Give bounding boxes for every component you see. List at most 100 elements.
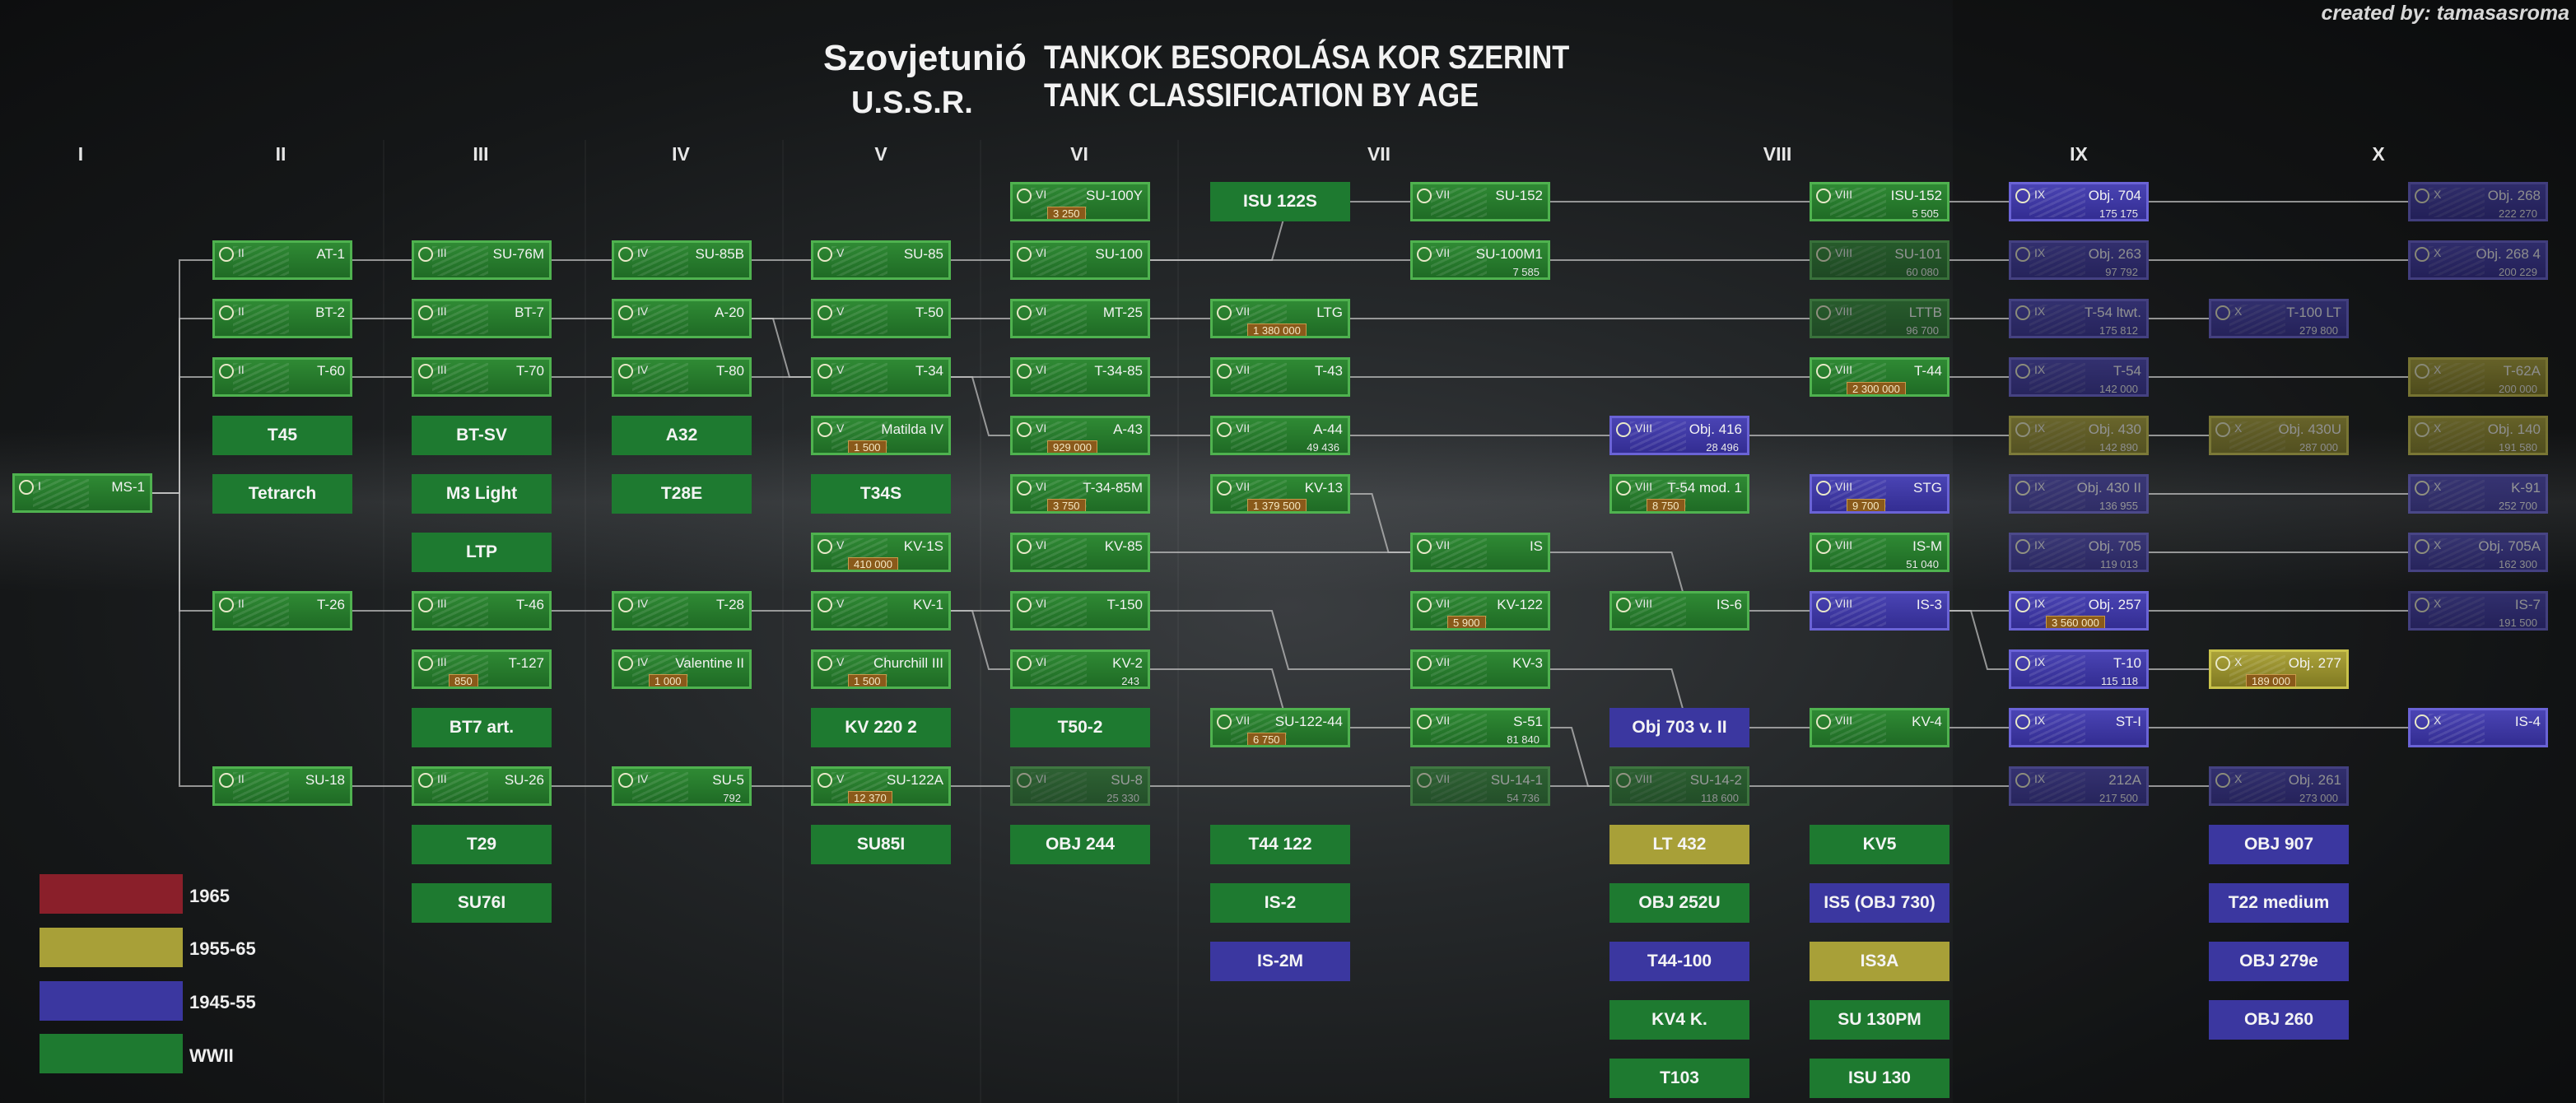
tank-card[interactable]: VIII SU-14-2 118 600 xyxy=(1609,766,1749,806)
tank-card[interactable]: X Obj. 705A 162 300 xyxy=(2408,533,2548,572)
tank-card[interactable]: VI A-43 929 000 xyxy=(1010,416,1150,455)
nation-emblem-icon xyxy=(1816,714,1831,729)
tank-xp: 119 013 xyxy=(2099,558,2138,570)
tank-tier: X xyxy=(2434,597,2442,610)
tank-card[interactable]: II SU-18 xyxy=(212,766,352,806)
tank-card[interactable]: VI T-34-85M 3 750 xyxy=(1010,474,1150,514)
tank-card[interactable]: VI T-150 xyxy=(1010,591,1150,631)
tank-tier: VII xyxy=(1436,246,1451,259)
tank-card[interactable]: III SU-26 xyxy=(412,766,552,806)
tank-card[interactable]: VIII SU-101 60 080 xyxy=(1810,240,1949,280)
tank-card[interactable]: VII SU-122-44 6 750 xyxy=(1210,708,1350,747)
tank-card[interactable]: X Obj. 140 191 580 xyxy=(2408,416,2548,455)
tank-card[interactable]: VI SU-8 25 330 xyxy=(1010,766,1150,806)
tank-card[interactable]: III T-127 850 xyxy=(412,649,552,689)
tank-card[interactable]: II BT-2 xyxy=(212,299,352,338)
tank-card[interactable]: VIII LTTB 96 700 xyxy=(1810,299,1949,338)
tank-card[interactable]: X Obj. 277 189 000 xyxy=(2209,649,2349,689)
tank-card[interactable]: V KV-1S 410 000 xyxy=(811,533,951,572)
tank-card[interactable]: IX Obj. 430 II 136 955 xyxy=(2009,474,2149,514)
tank-card[interactable]: V Churchill III 1 500 xyxy=(811,649,951,689)
tank-card[interactable]: III BT-7 xyxy=(412,299,552,338)
tank-card[interactable]: IV T-80 xyxy=(612,357,752,397)
tank-card[interactable]: III SU-76M xyxy=(412,240,552,280)
tank-tier: VI xyxy=(1036,363,1047,376)
tank-card[interactable]: VII SU-152 xyxy=(1410,182,1550,221)
tank-card[interactable]: IX ST-I xyxy=(2009,708,2149,747)
credit-text: created by: tamasasroma xyxy=(2321,2,2569,25)
tank-card[interactable]: IX T-10 115 118 xyxy=(2009,649,2149,689)
tank-card[interactable]: I MS-1 xyxy=(12,473,152,513)
tank-card[interactable]: X Obj. 268 4 200 229 xyxy=(2408,240,2548,280)
tank-name: Churchill III xyxy=(873,655,943,671)
tank-card[interactable]: II T-60 xyxy=(212,357,352,397)
tank-card[interactable]: VII SU-14-1 54 736 xyxy=(1410,766,1550,806)
tank-card[interactable]: IV A-20 xyxy=(612,299,752,338)
tank-card[interactable]: X T-62A 200 000 xyxy=(2408,357,2548,397)
tank-card[interactable]: V KV-1 xyxy=(811,591,951,631)
tank-card[interactable]: VIII IS-M 51 040 xyxy=(1810,533,1949,572)
tank-card[interactable]: IX Obj. 257 3 560 000 xyxy=(2009,591,2149,631)
tank-card[interactable]: IX T-54 ltwt. 175 812 xyxy=(2009,299,2149,338)
tank-card[interactable]: X T-100 LT 279 800 xyxy=(2209,299,2349,338)
nation-emblem-icon xyxy=(2015,247,2030,262)
tank-card[interactable]: II AT-1 xyxy=(212,240,352,280)
tank-card[interactable]: VII KV-3 xyxy=(1410,649,1550,689)
tank-card[interactable]: VI SU-100Y 3 250 xyxy=(1010,182,1150,221)
tank-card[interactable]: VIII ISU-152 5 505 xyxy=(1810,182,1949,221)
tank-card[interactable]: VII LTG 1 380 000 xyxy=(1210,299,1350,338)
tank-card[interactable]: IX Obj. 705 119 013 xyxy=(2009,533,2149,572)
nation-emblem-icon xyxy=(1017,598,1032,612)
tank-card[interactable]: IX T-54 142 000 xyxy=(2009,357,2149,397)
tank-card[interactable]: X IS-7 191 500 xyxy=(2408,591,2548,631)
tank-tier: IX xyxy=(2034,363,2046,376)
nation-emblem-icon xyxy=(2415,422,2429,437)
tank-card[interactable]: X Obj. 268 222 270 xyxy=(2408,182,2548,221)
tank-card[interactable]: IX Obj. 704 175 175 xyxy=(2009,182,2149,221)
tank-card[interactable]: V T-34 xyxy=(811,357,951,397)
tank-card[interactable]: VIII IS-3 xyxy=(1810,591,1949,631)
tank-card[interactable]: IV Valentine II 1 000 xyxy=(612,649,752,689)
tank-card[interactable]: III T-46 xyxy=(412,591,552,631)
tank-card[interactable]: VII KV-13 1 379 500 xyxy=(1210,474,1350,514)
tank-card[interactable]: VII A-44 49 436 xyxy=(1210,416,1350,455)
tank-card[interactable]: IV SU-85B xyxy=(612,240,752,280)
tank-card[interactable]: VIII T-54 mod. 1 8 750 xyxy=(1609,474,1749,514)
tank-tier: III xyxy=(437,772,447,785)
tank-card[interactable]: VII SU-100M1 7 585 xyxy=(1410,240,1550,280)
tank-card[interactable]: VIII STG 9 700 xyxy=(1810,474,1949,514)
tank-card[interactable]: VIII KV-4 xyxy=(1810,708,1949,747)
tank-card[interactable]: V T-50 xyxy=(811,299,951,338)
tank-card[interactable]: IX Obj. 430 142 890 xyxy=(2009,416,2149,455)
tank-card[interactable]: IV SU-5 792 xyxy=(612,766,752,806)
tank-card[interactable]: IX Obj. 263 97 792 xyxy=(2009,240,2149,280)
tank-card[interactable]: IV T-28 xyxy=(612,591,752,631)
tank-card[interactable]: IX 212A 217 500 xyxy=(2009,766,2149,806)
tank-card[interactable]: III T-70 xyxy=(412,357,552,397)
tank-card[interactable]: X K-91 252 700 xyxy=(2408,474,2548,514)
tank-card[interactable]: VI SU-100 xyxy=(1010,240,1150,280)
tank-card[interactable]: VII IS xyxy=(1410,533,1550,572)
tank-card[interactable]: V Matilda IV 1 500 xyxy=(811,416,951,455)
tank-name: SU-122A xyxy=(887,772,943,788)
tank-card[interactable]: X Obj. 261 273 000 xyxy=(2209,766,2349,806)
tank-card[interactable]: V SU-122A 12 370 xyxy=(811,766,951,806)
tank-card[interactable]: VIII T-44 2 300 000 xyxy=(1810,357,1949,397)
tank-card[interactable]: VI KV-85 xyxy=(1010,533,1150,572)
tank-card[interactable]: II T-26 xyxy=(212,591,352,631)
tank-tier: VI xyxy=(1036,772,1047,785)
tank-card[interactable]: X Obj. 430U 287 000 xyxy=(2209,416,2349,455)
tank-card[interactable]: VII KV-122 5 900 xyxy=(1410,591,1550,631)
tank-card[interactable]: X IS-4 xyxy=(2408,708,2548,747)
tank-card[interactable]: VI KV-2 243 xyxy=(1010,649,1150,689)
tank-card[interactable]: VII T-43 xyxy=(1210,357,1350,397)
tank-card[interactable]: VII S-51 81 840 xyxy=(1410,708,1550,747)
tank-card[interactable]: V SU-85 xyxy=(811,240,951,280)
tier-label: V xyxy=(874,143,887,165)
nation-emblem-icon xyxy=(418,656,433,671)
tank-card[interactable]: VIII IS-6 xyxy=(1609,591,1749,631)
tank-card[interactable]: VI T-34-85 xyxy=(1010,357,1150,397)
tank-card[interactable]: VI MT-25 xyxy=(1010,299,1150,338)
tank-card[interactable]: VIII Obj. 416 28 496 xyxy=(1609,416,1749,455)
